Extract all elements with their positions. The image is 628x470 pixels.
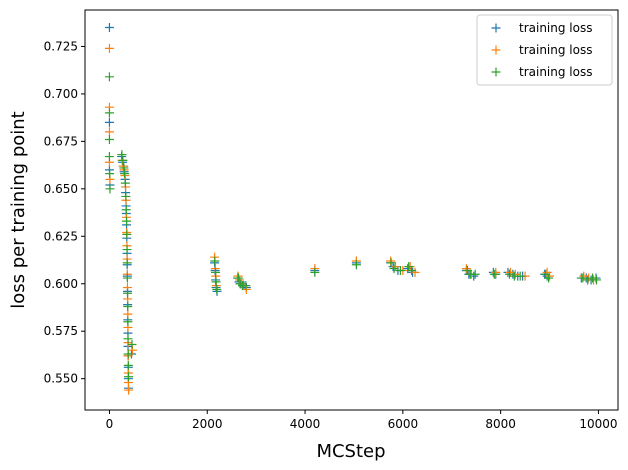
data-point bbox=[210, 256, 220, 266]
data-point bbox=[395, 265, 405, 275]
data-point bbox=[504, 269, 514, 279]
data-point bbox=[211, 267, 221, 277]
data-point bbox=[104, 22, 114, 32]
y-axis-label: loss per training point bbox=[8, 111, 29, 308]
data-point bbox=[105, 184, 115, 194]
data-point bbox=[123, 288, 133, 298]
legend-marker-3 bbox=[491, 67, 501, 77]
data-point bbox=[389, 264, 399, 274]
legend-label-2: training loss bbox=[519, 43, 592, 57]
y-tick-label: 0.600 bbox=[44, 277, 78, 291]
y-tick-label: 0.725 bbox=[44, 39, 78, 53]
data-point bbox=[211, 277, 221, 287]
data-point bbox=[386, 258, 396, 268]
y-tick-label: 0.675 bbox=[44, 134, 78, 148]
data-point bbox=[104, 134, 114, 144]
data-point bbox=[578, 273, 588, 283]
data-point bbox=[121, 205, 131, 215]
y-axis: 0.550 0.575 0.600 0.625 0.650 0.675 0.700 0.725 bbox=[44, 39, 85, 386]
data-point bbox=[122, 273, 132, 283]
data-point bbox=[391, 262, 401, 272]
data-point bbox=[123, 360, 133, 370]
data-point bbox=[212, 284, 222, 294]
data-point bbox=[104, 108, 114, 118]
data-point bbox=[119, 163, 129, 173]
legend-entry-2: training loss bbox=[491, 43, 592, 57]
x-tick-label: 0 bbox=[106, 417, 114, 431]
data-point bbox=[310, 267, 320, 277]
legend-marker-symbol bbox=[491, 67, 501, 77]
data-point bbox=[515, 271, 525, 281]
y-tick-label: 0.625 bbox=[44, 229, 78, 243]
x-axis-label: MCStep bbox=[316, 441, 385, 462]
x-tick-label: 2000 bbox=[192, 417, 223, 431]
x-tick-label: 8000 bbox=[485, 417, 516, 431]
x-tick-label: 4000 bbox=[290, 417, 321, 431]
legend-box bbox=[476, 14, 613, 86]
data-point bbox=[122, 245, 132, 255]
data-point bbox=[489, 269, 499, 279]
data-point bbox=[579, 271, 589, 281]
x-tick-label: 6000 bbox=[388, 417, 419, 431]
data-point bbox=[241, 281, 251, 291]
data-point bbox=[117, 150, 127, 160]
y-tick-label: 0.700 bbox=[44, 87, 78, 101]
y-tick-label: 0.550 bbox=[44, 372, 78, 386]
data-point bbox=[234, 273, 244, 283]
legend-marker-2 bbox=[491, 45, 501, 55]
data-point bbox=[122, 229, 132, 239]
legend: training loss training loss training los… bbox=[476, 14, 613, 86]
data-point bbox=[123, 334, 133, 344]
data-point bbox=[461, 264, 471, 274]
data-point bbox=[123, 302, 133, 312]
data-point bbox=[545, 271, 555, 281]
data-point bbox=[124, 385, 134, 395]
data-point bbox=[122, 258, 132, 268]
data-point bbox=[123, 349, 133, 359]
data-point bbox=[407, 265, 417, 275]
data-point bbox=[104, 117, 114, 127]
x-tick-label: 10000 bbox=[579, 417, 617, 431]
legend-marker-1 bbox=[491, 23, 501, 33]
data-point bbox=[120, 169, 130, 179]
legend-marker-symbol bbox=[491, 45, 501, 55]
legend-marker-symbol bbox=[491, 23, 501, 33]
data-point bbox=[104, 127, 114, 137]
data-point bbox=[544, 273, 554, 283]
series-3 bbox=[104, 72, 601, 382]
data-point bbox=[588, 273, 598, 283]
data-point bbox=[583, 275, 593, 285]
data-point bbox=[127, 340, 137, 350]
data-point bbox=[123, 309, 133, 319]
data-point bbox=[104, 152, 114, 162]
legend-label-1: training loss bbox=[519, 21, 592, 35]
data-point bbox=[123, 317, 133, 327]
data-point bbox=[120, 178, 130, 188]
data-point bbox=[470, 269, 480, 279]
x-axis: 0 2000 4000 6000 8000 10000 bbox=[106, 410, 618, 431]
data-point bbox=[505, 267, 515, 277]
data-point bbox=[121, 191, 131, 201]
data-point bbox=[118, 155, 128, 165]
points-layer bbox=[104, 22, 601, 395]
y-tick-label: 0.650 bbox=[44, 182, 78, 196]
data-point bbox=[491, 267, 501, 277]
data-point bbox=[591, 275, 601, 285]
y-tick-label: 0.575 bbox=[44, 324, 78, 338]
data-point bbox=[104, 72, 114, 82]
legend-entry-3: training loss bbox=[491, 65, 592, 79]
legend-label-3: training loss bbox=[519, 65, 592, 79]
data-point bbox=[105, 169, 115, 179]
data-point bbox=[122, 216, 132, 226]
legend-entry-1: training loss bbox=[491, 21, 592, 35]
data-point bbox=[351, 260, 361, 270]
data-point bbox=[123, 372, 133, 382]
data-point bbox=[104, 43, 114, 53]
plot-frame bbox=[84, 9, 619, 411]
